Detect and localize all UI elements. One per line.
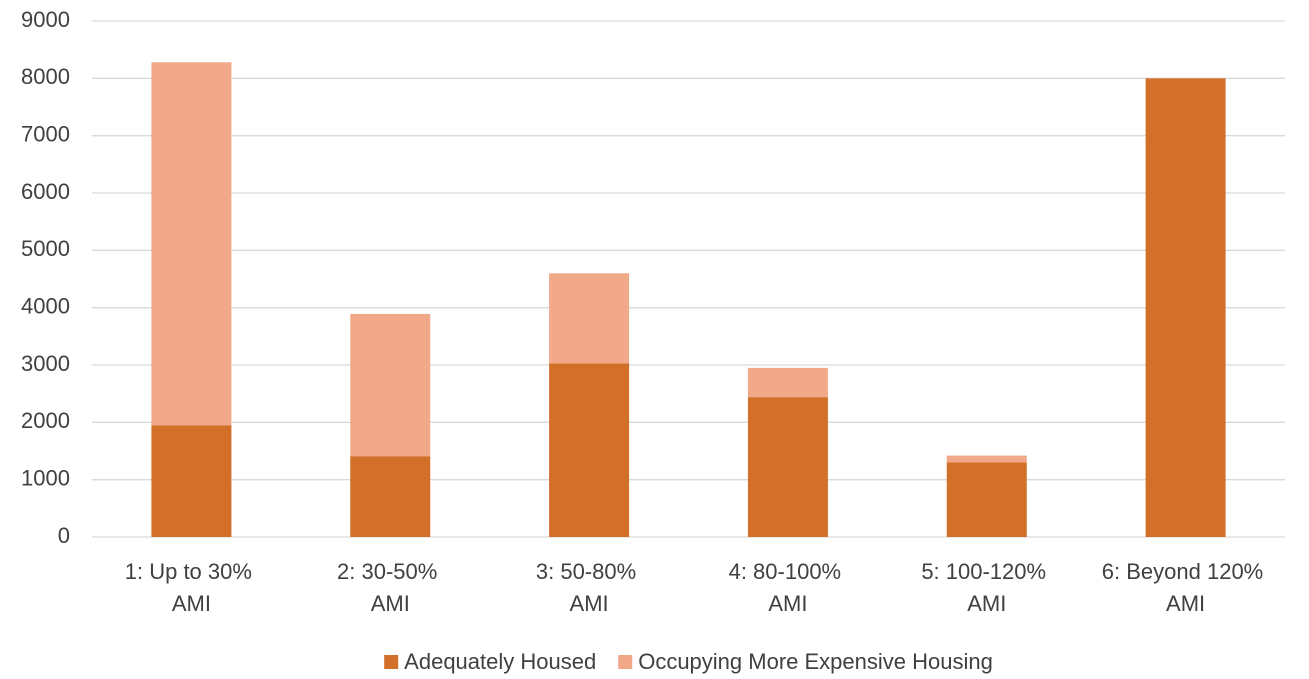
x-tick-label-line: 1: Up to 30% bbox=[125, 559, 258, 584]
bar-segment bbox=[549, 363, 630, 537]
y-tick-label: 7000 bbox=[21, 121, 70, 146]
x-tick-label: 5: 100-120% AMI bbox=[921, 559, 1052, 616]
x-tick-label-line: AMI bbox=[768, 591, 807, 616]
bar-segment bbox=[350, 456, 431, 537]
bar-segment bbox=[549, 273, 630, 364]
x-tick-label-line: 6: Beyond 120% bbox=[1102, 559, 1270, 584]
x-tick-label-line: 2: 30-50% bbox=[337, 559, 443, 584]
y-tick-label: 0 bbox=[58, 523, 70, 548]
y-tick-label: 9000 bbox=[21, 7, 70, 32]
bar-segment bbox=[151, 425, 232, 537]
x-tick-label-line: AMI bbox=[1166, 591, 1205, 616]
x-tick-label-line: 3: 50-80% bbox=[536, 559, 642, 584]
x-tick-label: 1: Up to 30% AMI bbox=[125, 559, 258, 616]
legend-swatch bbox=[618, 655, 633, 669]
bar-segment bbox=[151, 62, 232, 426]
bar-segment bbox=[946, 455, 1027, 463]
x-tick-label-line: AMI bbox=[172, 591, 211, 616]
bar-segment bbox=[946, 462, 1027, 537]
bar-segment bbox=[747, 397, 828, 537]
y-tick-label: 5000 bbox=[21, 236, 70, 261]
bar-segment bbox=[747, 367, 828, 398]
y-tick-label: 2000 bbox=[21, 408, 70, 433]
x-tick-label: 6: Beyond 120% AMI bbox=[1102, 559, 1270, 616]
x-tick-label: 4: 80-100% AMI bbox=[729, 559, 848, 616]
bar-segment bbox=[350, 313, 431, 457]
legend-label: Occupying More Expensive Housing bbox=[638, 649, 993, 674]
legend-swatch bbox=[384, 655, 399, 669]
y-tick-label: 8000 bbox=[21, 64, 70, 89]
x-tick-label-line: AMI bbox=[570, 591, 609, 616]
y-tick-label: 6000 bbox=[21, 179, 70, 204]
legend-label: Adequately Housed bbox=[404, 649, 596, 674]
y-tick-label: 4000 bbox=[21, 293, 70, 318]
x-tick-label: 2: 30-50% AMI bbox=[337, 559, 443, 616]
x-tick-label-line: AMI bbox=[371, 591, 410, 616]
x-tick-label-line: AMI bbox=[967, 591, 1006, 616]
x-tick-label-line: 5: 100-120% bbox=[921, 559, 1052, 584]
x-tick-label: 3: 50-80% AMI bbox=[536, 559, 642, 616]
legend: Adequately Housed Occupying More Expensiv… bbox=[384, 649, 993, 674]
bar-segment bbox=[1145, 78, 1226, 537]
y-tick-label: 1000 bbox=[21, 465, 70, 490]
y-tick-label: 3000 bbox=[21, 351, 70, 376]
x-tick-label-line: 4: 80-100% bbox=[729, 559, 848, 584]
